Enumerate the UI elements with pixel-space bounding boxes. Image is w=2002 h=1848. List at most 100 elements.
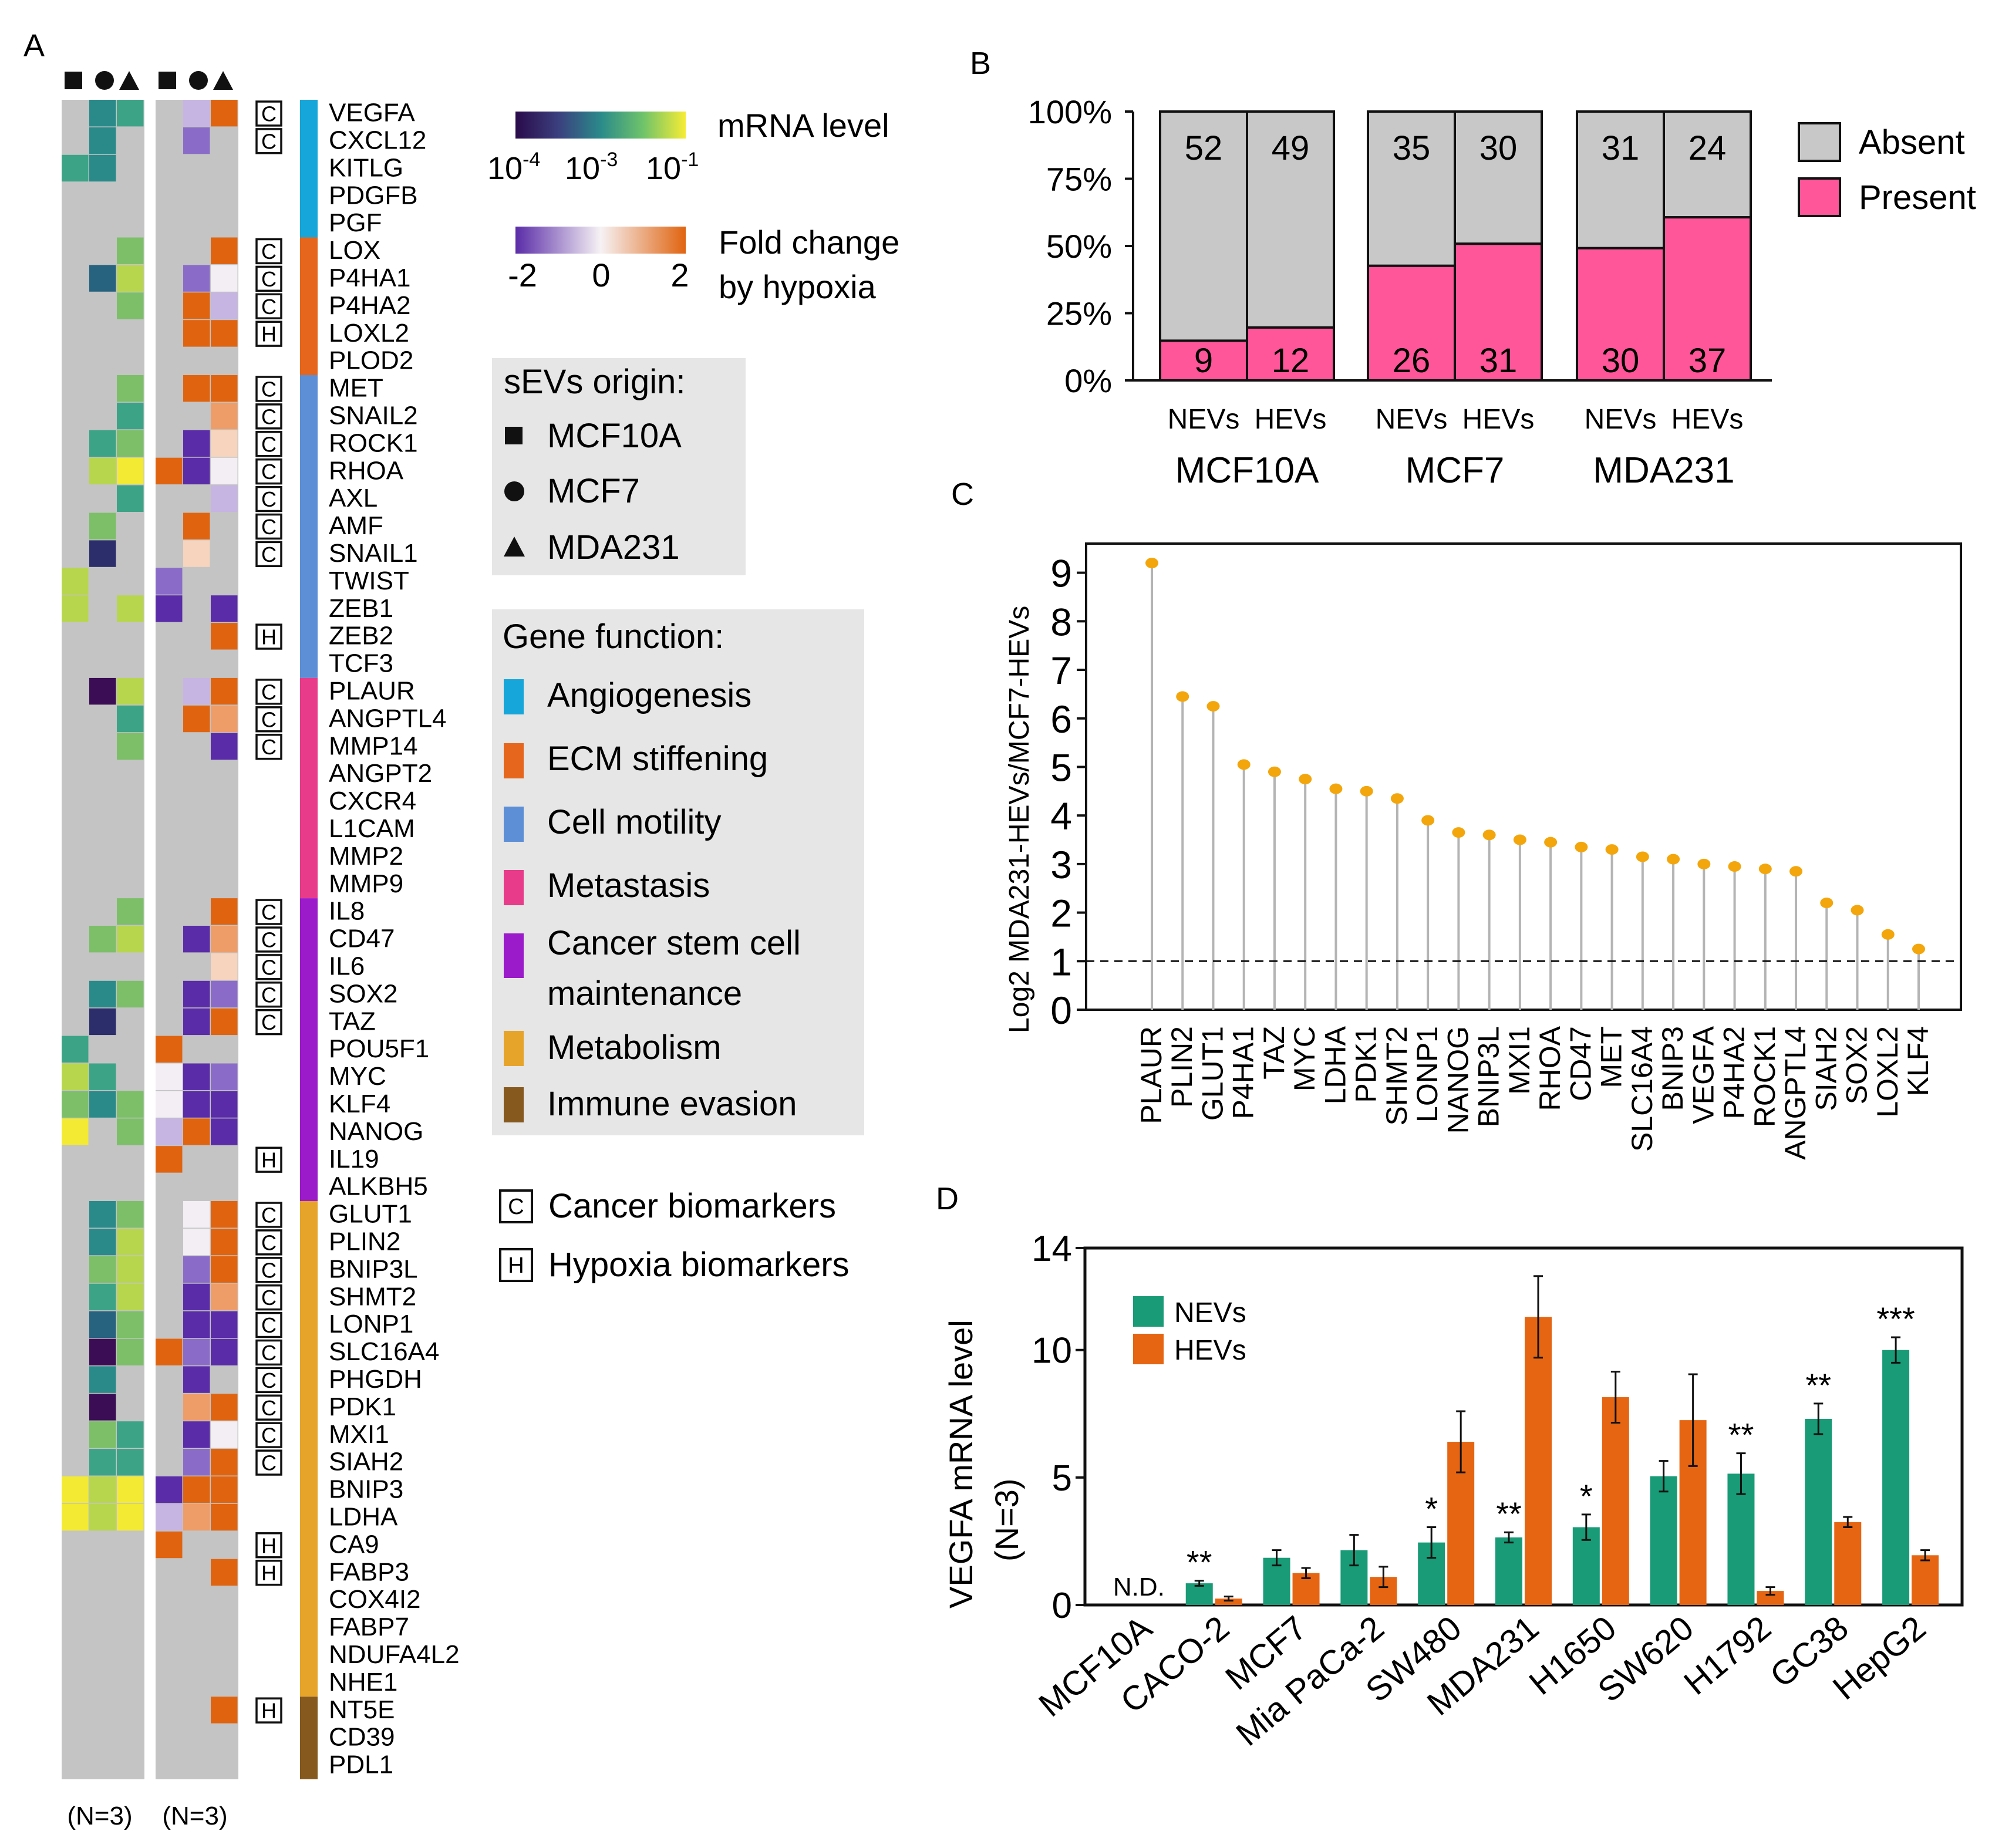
fold-cell [211,1173,238,1200]
biomarker-box [255,458,282,485]
fold-cell [211,348,238,375]
fold-cell [183,540,210,567]
fold-tick-neg: -2 [508,257,537,294]
fold-cell [183,980,210,1008]
mrna-cell [62,1669,89,1696]
panel-c-x-tick-label: LONP1 [1411,1026,1444,1122]
fold-cell [156,182,183,210]
panel-c-frame [1085,542,1962,1011]
biomarker-box [255,1009,282,1036]
gene-label: PLOD2 [329,346,413,375]
fold-cell [156,1063,183,1090]
mrna-tick-1: 10-4 [487,149,540,186]
mrna-cell [62,1256,89,1283]
lollipop-dot [1145,558,1158,569]
mrna-cell [117,127,144,154]
mrna-cell [89,1146,116,1173]
mrna-cell [62,1559,89,1586]
present-bar [1159,339,1248,382]
lollipop-dot [1728,861,1741,872]
mrna-cell [89,265,116,292]
gene-label: P4HA1 [329,264,410,292]
mrna-cell [117,1063,144,1090]
lollipop-dot [1758,864,1772,875]
gene-label: TWIST [329,566,409,595]
fold-cell [211,1752,238,1779]
gene-label: SIAH2 [329,1448,403,1476]
fold-cell [156,953,183,980]
gene-label: IL6 [329,952,365,980]
panel-c: C Log2 MDA231-HEVs/MCF7-HEVs 0 1 2 3 4 5 6 7 8 9 P… [951,477,1962,1160]
fold-cell [183,348,210,375]
function-metastasis: Metastasis [547,866,710,905]
mrna-cell [117,926,144,953]
fold-colorbar [515,227,686,254]
fold-cell [156,1752,183,1779]
fold-legend-title-2: by hypoxia [719,268,877,305]
mrna-cell [89,1503,116,1531]
mrna-cell [117,1476,144,1503]
present-bar [1663,216,1752,382]
mrna-cell [89,100,116,127]
fold-cell [183,1476,210,1503]
fold-cell [211,457,238,485]
fold-cell [183,953,210,980]
fold-cell [183,568,210,595]
gene-labels: VEGFACXCL12KITLGPDGFBPGFLOXP4HA1P4HA2LOX… [329,99,460,1779]
fold-cell [211,1146,238,1173]
metabolism-swatch [504,1031,524,1066]
mrna-cell [117,843,144,870]
mrna-cell [62,595,89,622]
fold-cell [183,1752,210,1779]
fold-cell [183,127,210,154]
biomarker-box [255,899,282,925]
mrna-cell [62,1036,89,1063]
panel-b-group-label: MCF10A [1175,450,1319,491]
fold-cell [156,1008,183,1036]
mrna-cell [89,705,116,733]
mrna-cell [62,1146,89,1173]
biomarker-box [255,485,282,512]
mrna-cell [89,292,116,319]
biomarker-box [255,1311,282,1338]
mrna-cell [62,402,89,430]
present-count-label: 9 [1194,342,1213,380]
gene-label: CD39 [329,1723,395,1752]
panel-b-y-tick-label: 75% [1046,161,1112,198]
absent-bar [1367,110,1456,267]
fold-cell [156,1669,183,1696]
mrna-cell [89,568,116,595]
hypoxia-biomarker-key-box [499,1248,533,1282]
function-angiogenesis: Angiogenesis [547,676,751,714]
fold-cell [183,1338,210,1365]
fold-cell [156,926,183,953]
biomarker-box [255,321,282,347]
mrna-cell [89,595,116,622]
absent-count-label: 49 [1272,129,1310,167]
nevs-bar [1495,1537,1522,1605]
fold-cell [156,237,183,264]
gene-label: PGF [329,208,382,237]
biomarker-box [255,238,282,265]
fold-cell [211,1449,238,1476]
ecm-stiffening-swatch [504,743,524,778]
nevs-bar [1185,1583,1213,1605]
fold-cell [211,1641,238,1668]
mrna-cell [117,1146,144,1173]
hevs-bar [1215,1599,1242,1605]
gene-label: RHOA [329,456,404,485]
heatmap-fold-change [156,100,238,1779]
function-immune-evasion: Immune evasion [547,1085,797,1123]
biomarker-letter: C [261,983,277,1007]
biomarker-box [255,1422,282,1448]
present-count-label: 26 [1393,342,1431,380]
mrna-cell [117,1669,144,1696]
mrna-cell [117,595,144,622]
origin-mda231: MDA231 [547,528,680,566]
mrna-cell [62,788,89,815]
mrna-cell [89,650,116,677]
biomarker-letter: C [261,487,277,511]
fold-cell [156,1724,183,1751]
panel-c-x-tick-label: VEGFA [1687,1026,1720,1124]
panel-b-bars: 52 9 49 12 35 26 30 31 31 30 24 37 [1159,110,1752,382]
